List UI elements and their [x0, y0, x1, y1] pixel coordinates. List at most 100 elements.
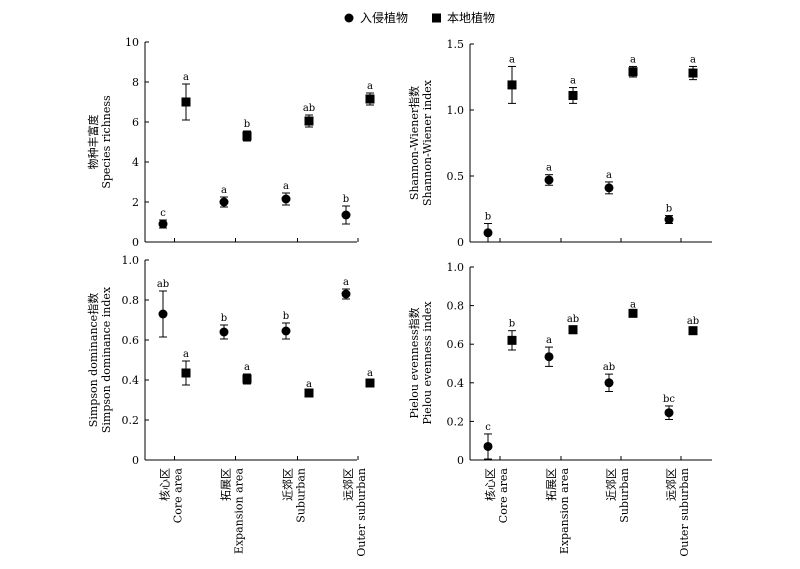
y-axis-label: Pielou evenness指数Pielou evenness index: [407, 301, 434, 425]
y-tick-label: 0: [457, 236, 464, 249]
x-tick-label-zh: 拓展区: [219, 468, 233, 501]
point-native: [688, 68, 698, 78]
y-tick-label: 0.8: [447, 300, 465, 313]
x-tick-label-en: Expansion area: [233, 468, 246, 555]
significance-letter: a: [570, 76, 576, 87]
significance-letter: b: [283, 311, 289, 322]
point-native: [365, 378, 375, 388]
y-tick-label: 8: [132, 76, 139, 89]
significance-letter: a: [183, 72, 189, 83]
significance-letter: b: [244, 119, 250, 130]
panel-simpson: 0 0.2 0.4 0.6 0.8 1.0 Simpson dominance指数Simps…: [86, 254, 375, 467]
y-tick-label: 0.2: [447, 415, 465, 428]
point-native: [628, 67, 638, 77]
point-native: [688, 326, 698, 336]
point-invasive: [664, 408, 674, 418]
y-tick-label: 0.2: [122, 414, 140, 427]
y-axis-label: 物种丰富度Species richness: [86, 95, 113, 189]
significance-letter: a: [183, 349, 189, 360]
x-tick-label-en: Outer suburban: [355, 468, 368, 557]
point-invasive: [219, 197, 229, 207]
significance-letter: c: [160, 208, 166, 219]
x-tick-label: 近郊区Suburban: [605, 468, 631, 523]
point-invasive: [604, 183, 614, 193]
x-tick-label-en: Suburban: [295, 468, 308, 523]
point-invasive: [544, 175, 554, 185]
point-native: [628, 308, 638, 318]
significance-letter: b: [666, 204, 672, 215]
point-native: [507, 80, 517, 90]
significance-letter: a: [546, 163, 552, 174]
x-tick-label-zh: 拓展区: [544, 468, 558, 501]
y-axis-label-zh: 物种丰富度: [86, 115, 100, 170]
significance-letter: ab: [157, 279, 169, 290]
y-tick-label: 2: [132, 196, 139, 209]
point-invasive: [341, 210, 351, 220]
y-tick-label: 0.6: [122, 334, 140, 347]
panel-shannon: 0 0.5 1.0 1.5 Shannon-Wiener指数Shannon-Wiener…: [407, 38, 712, 249]
x-tick-label-en: Core area: [497, 468, 510, 524]
significance-letter: b: [485, 212, 491, 223]
point-native: [365, 94, 375, 104]
legend-square-marker: [432, 13, 441, 23]
y-axis-label-zh: Simpson dominance指数: [86, 293, 100, 427]
y-axis-label: Simpson dominance指数Simpson dominance ind…: [86, 286, 113, 433]
legend-invasive-label: 入侵植物: [360, 10, 408, 25]
x-tick-label: 拓展区Expansion area: [544, 468, 571, 555]
x-tick-label-en: Expansion area: [558, 468, 571, 555]
significance-letter: a: [509, 54, 515, 65]
y-tick-label: 0.6: [447, 338, 465, 351]
point-invasive: [664, 215, 674, 225]
point-native: [304, 116, 314, 126]
y-tick-label: 0.4: [447, 377, 465, 390]
panel-pielou: 0 0.2 0.4 0.6 0.8 1.0 Pielou evenness指数Pielou …: [407, 261, 712, 467]
significance-letter: ab: [603, 362, 615, 373]
point-native: [568, 325, 578, 335]
y-tick-label: 1.0: [447, 261, 465, 274]
y-tick-label: 4: [132, 156, 139, 169]
y-tick-label: 0.5: [447, 170, 465, 183]
point-invasive: [544, 352, 554, 362]
significance-letter: ab: [567, 314, 579, 325]
point-invasive: [158, 219, 168, 229]
significance-letter: a: [244, 362, 250, 373]
significance-letter: b: [221, 313, 227, 324]
y-axis-label-en: Species richness: [100, 95, 113, 189]
y-tick-label: 6: [132, 116, 139, 129]
significance-letter: a: [630, 299, 636, 310]
point-invasive: [483, 441, 493, 451]
x-tick-label: 核心区Core area: [483, 468, 510, 524]
x-tick-label-zh: 远郊区: [665, 468, 678, 501]
y-axis-label-en: Pielou evenness index: [421, 301, 434, 425]
x-tick-label-en: Core area: [172, 468, 185, 524]
point-native: [568, 90, 578, 100]
significance-letter: a: [690, 54, 696, 65]
y-axis-label-zh: Pielou evenness指数: [407, 307, 421, 418]
x-tick-label-en: Suburban: [618, 468, 631, 523]
significance-letter: a: [630, 54, 636, 65]
significance-letter: ab: [303, 103, 315, 114]
legend: 入侵植物 本地植物: [344, 10, 495, 25]
significance-letter: a: [367, 368, 373, 379]
x-tick-label-zh: 核心区: [158, 468, 172, 501]
legend-native-label: 本地植物: [447, 10, 495, 25]
y-tick-label: 1.5: [447, 38, 465, 51]
significance-letter: a: [343, 277, 349, 288]
point-invasive: [604, 378, 614, 388]
x-tick-label: 拓展区Expansion area: [219, 468, 246, 555]
x-labels-left: 核心区Core area 拓展区Expansion area 近郊区Suburban…: [158, 468, 369, 557]
point-invasive: [483, 228, 493, 238]
y-tick-label: 0.8: [122, 294, 140, 307]
x-tick-label: 远郊区Outer suburban: [342, 468, 368, 557]
x-tick-label-zh: 远郊区: [342, 468, 355, 501]
x-tick-label-zh: 核心区: [483, 468, 497, 501]
significance-letter: bc: [663, 394, 675, 405]
significance-letter: b: [343, 194, 349, 205]
y-tick-label: 10: [125, 36, 139, 49]
y-axis-label-en: Shannon-Wiener index: [421, 79, 434, 206]
y-tick-label: 0: [132, 454, 139, 467]
y-axis-label-zh: Shannon-Wiener指数: [407, 86, 421, 200]
y-tick-label: 1.0: [122, 254, 140, 267]
